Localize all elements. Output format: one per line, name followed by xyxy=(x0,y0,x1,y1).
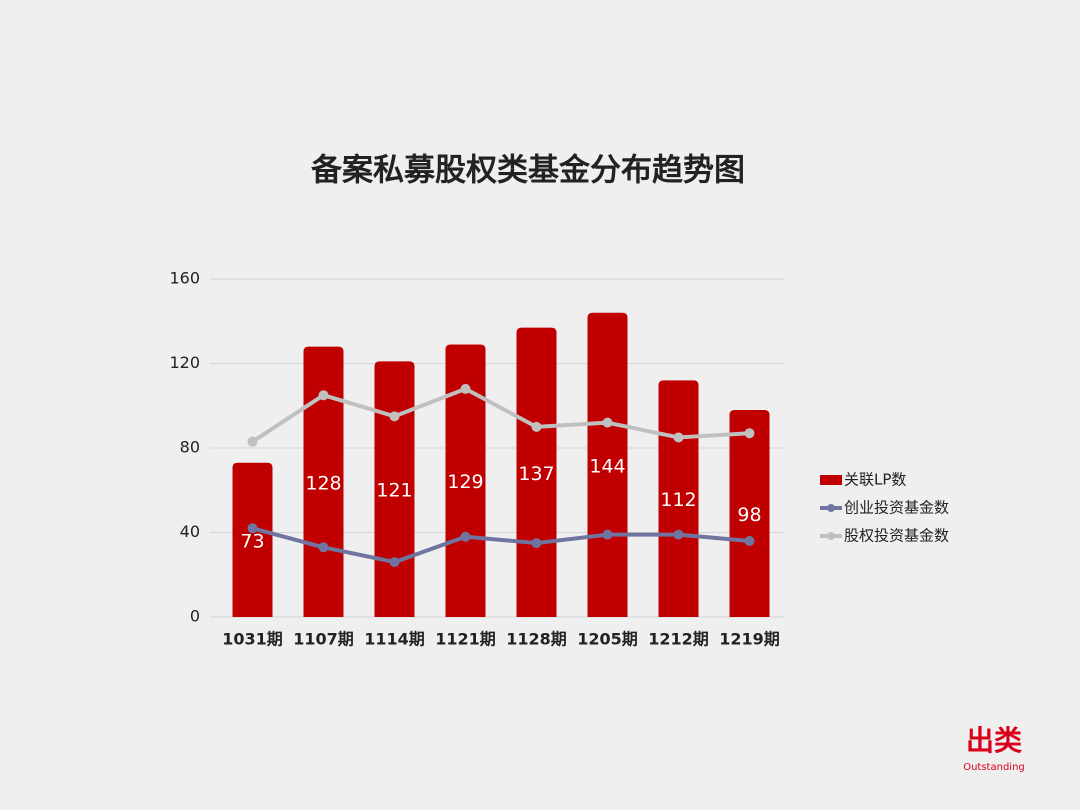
line-point xyxy=(744,428,755,439)
line-point xyxy=(460,531,471,542)
line-point xyxy=(673,529,684,540)
y-tick-label: 80 xyxy=(180,438,200,457)
x-tick-label: 1114期 xyxy=(364,630,425,649)
line-point xyxy=(318,390,329,401)
x-tick-label: 1219期 xyxy=(719,630,780,649)
line-point xyxy=(602,417,613,428)
line-point xyxy=(744,535,755,546)
data-label: 112 xyxy=(660,489,696,511)
line xyxy=(251,386,750,444)
data-label: 144 xyxy=(589,455,625,477)
data-label: 98 xyxy=(737,504,761,526)
line-point xyxy=(389,557,400,568)
y-tick-label: 0 xyxy=(190,607,200,626)
line-point xyxy=(531,538,542,549)
bar xyxy=(587,312,628,617)
line-point xyxy=(389,411,400,422)
data-label: 129 xyxy=(447,471,483,493)
legend-swatch xyxy=(827,532,835,540)
x-tick-label: 1121期 xyxy=(435,630,496,649)
legend-label: 创业投资基金数 xyxy=(844,499,949,517)
brand-name: 出类 xyxy=(966,724,1022,757)
legend-label: 关联LP数 xyxy=(844,471,906,489)
x-tick-label: 1128期 xyxy=(506,630,567,649)
bar xyxy=(729,409,770,617)
y-tick-label: 120 xyxy=(169,353,200,372)
bar xyxy=(658,380,699,617)
chart-title: 备案私募股权类基金分布趋势图 xyxy=(310,153,745,189)
data-label: 128 xyxy=(305,472,341,494)
brand-tagline: Outstanding xyxy=(963,762,1025,773)
bar xyxy=(516,327,557,617)
x-tick-label: 1205期 xyxy=(577,630,638,649)
line-point xyxy=(531,421,542,432)
bar xyxy=(445,344,486,617)
x-tick-label: 1107期 xyxy=(293,630,354,649)
y-tick-label: 160 xyxy=(169,269,200,288)
bar xyxy=(232,462,273,617)
x-tick-label: 1212期 xyxy=(648,630,709,649)
data-label: 73 xyxy=(240,530,264,552)
line-point xyxy=(247,436,258,447)
line xyxy=(251,526,750,565)
legend-swatch xyxy=(827,504,835,512)
line-point xyxy=(247,523,258,534)
line-point xyxy=(318,542,329,553)
legend-swatch xyxy=(820,475,842,485)
line-point xyxy=(673,432,684,443)
line-point xyxy=(602,529,613,540)
line-point xyxy=(460,383,471,394)
data-label: 137 xyxy=(518,463,554,485)
data-label: 121 xyxy=(376,480,412,502)
legend-label: 股权投资基金数 xyxy=(844,527,949,545)
bar xyxy=(374,361,415,617)
x-tick-label: 1031期 xyxy=(222,630,283,649)
y-tick-label: 40 xyxy=(180,522,200,541)
